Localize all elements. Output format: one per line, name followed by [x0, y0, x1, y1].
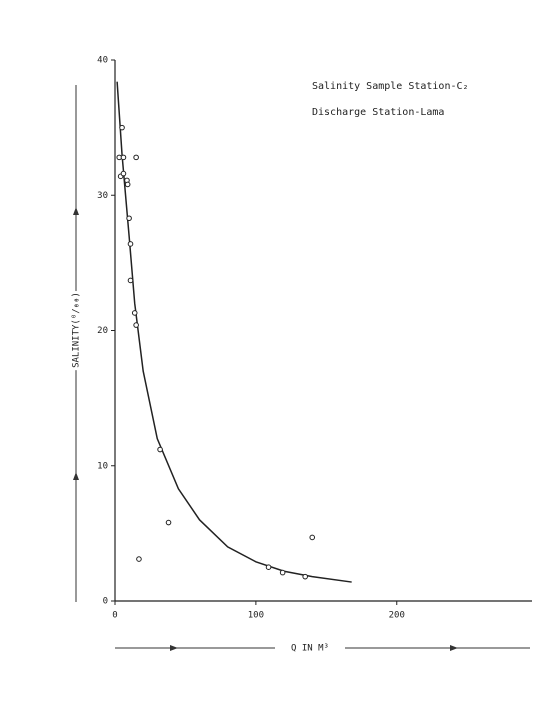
data-point [126, 215, 132, 222]
data-point [127, 277, 134, 284]
y-tick-label: 0 [103, 597, 108, 607]
data-point [133, 322, 139, 328]
y-tick-label: 20 [97, 326, 108, 336]
annotation: Salinity Sample Station-C₂ [312, 81, 469, 92]
x-tick-label: 100 [248, 611, 264, 621]
y-tick-label: 10 [97, 461, 108, 471]
data-point [265, 564, 272, 570]
data-point [133, 154, 139, 161]
data-point [302, 573, 308, 580]
fitted-curve [116, 81, 352, 583]
y-axis-label: SALINITY(⁰/₀₀) [72, 292, 82, 368]
data-point [309, 534, 316, 541]
x-axis-label: Q IN M³ [291, 644, 329, 654]
data-point [136, 556, 142, 562]
data-point [124, 181, 131, 188]
y-tick-label: 30 [97, 191, 108, 201]
data-point [120, 170, 127, 177]
x-tick-label: 200 [389, 611, 405, 621]
data-point [279, 569, 286, 576]
data-point [119, 124, 125, 131]
data-point [157, 446, 163, 453]
data-point [131, 310, 138, 316]
y-tick-label: 40 [97, 56, 108, 66]
data-point [165, 519, 172, 526]
x-tick-label: 0 [112, 611, 117, 621]
data-point [120, 154, 127, 161]
data-point [127, 241, 134, 247]
annotation: Discharge Station-Lama [312, 107, 444, 118]
